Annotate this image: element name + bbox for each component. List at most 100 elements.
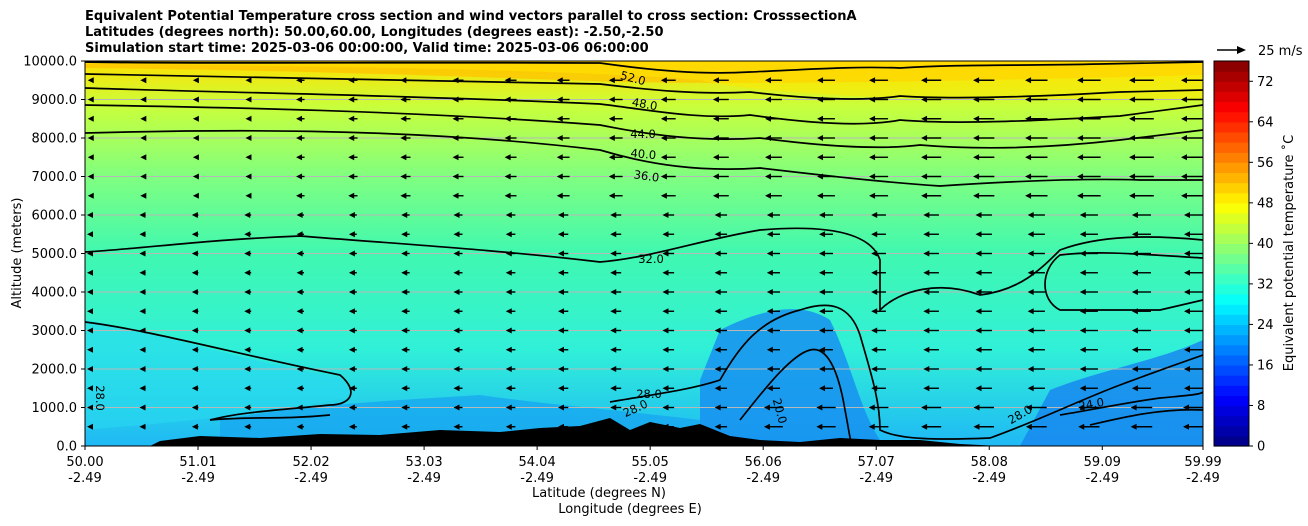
wind-arrow <box>505 346 516 353</box>
wind-arrow <box>556 77 570 84</box>
wind-arrow <box>87 173 94 180</box>
x-tick-label-lat: 59.99 <box>1184 455 1221 470</box>
plot-area <box>85 61 1203 446</box>
wind-arrow <box>921 404 942 411</box>
wind-arrow <box>556 192 570 199</box>
wind-arrow <box>662 231 675 238</box>
wind-arrow <box>714 212 728 218</box>
wind-arrow <box>610 385 622 392</box>
wind-arrow <box>975 250 992 257</box>
wind-arrow <box>608 154 623 161</box>
wind-arrow <box>869 154 889 161</box>
wind-arrow <box>245 77 252 84</box>
colorbar-tick-label: 8 <box>1257 399 1265 414</box>
colorbar-segment <box>1214 192 1249 204</box>
wind-arrow <box>869 192 889 199</box>
wind-arrow <box>1129 154 1154 161</box>
wind-arrow <box>1079 231 1098 238</box>
wind-arrow <box>764 154 782 161</box>
wind-arrow <box>558 404 569 411</box>
x-tick-label-lon: -2.49 <box>859 471 893 486</box>
terrain <box>150 418 1000 446</box>
contour-44 <box>85 87 1203 125</box>
wind-arrow <box>139 385 146 392</box>
wind-arrow <box>296 423 304 430</box>
wind-arrow <box>662 327 675 334</box>
wind-arrow <box>608 173 623 180</box>
wind-arrow <box>1184 385 1203 392</box>
wind-arrow <box>87 404 93 411</box>
wind-arrow <box>87 289 93 295</box>
chart-title-line1: Equivalent Potential Temperature cross s… <box>85 9 857 24</box>
wind-arrow <box>973 154 995 161</box>
wind-arrow <box>505 366 516 372</box>
wind-arrow <box>923 346 939 353</box>
colorbar-segment <box>1214 354 1249 366</box>
wind-arrow <box>1181 173 1203 180</box>
wind-arrow <box>1077 154 1101 161</box>
wind-arrow <box>1184 366 1203 372</box>
wind-arrow <box>296 327 304 334</box>
wind-arrow <box>244 289 252 295</box>
colorbar-segment <box>1214 243 1249 255</box>
colorbar-segment <box>1214 435 1249 447</box>
wind-arrow <box>921 115 942 122</box>
wind-arrow <box>244 404 252 411</box>
wind-arrow <box>662 346 675 353</box>
x-tick-label-lat: 53.03 <box>405 455 442 470</box>
contour-label: 36.0 <box>633 167 660 184</box>
colorbar-segment <box>1214 294 1249 305</box>
wind-arrow <box>505 423 516 430</box>
x-tick-label-lat: 55.05 <box>632 455 669 470</box>
wind-arrow <box>140 115 147 122</box>
wind-arrow <box>401 404 410 411</box>
wind-arrow <box>558 289 569 295</box>
wind-arrow <box>766 327 781 334</box>
colorbar-segment <box>1214 364 1249 376</box>
wind-arrow <box>1079 366 1098 372</box>
wind-arrow <box>452 173 464 180</box>
contour-label: 44.0 <box>630 127 656 141</box>
wind-arrow <box>87 366 93 372</box>
contour-28-west <box>85 321 352 421</box>
y-tick-label: 8000.0 <box>32 132 78 147</box>
wind-arrow <box>1131 269 1151 276</box>
wind-arrow <box>401 423 410 430</box>
wind-arrow <box>191 231 199 238</box>
wind-arrow <box>766 289 781 295</box>
wind-arrow <box>1131 346 1151 353</box>
wind-arrow <box>453 327 463 334</box>
wind-arrow <box>923 212 939 218</box>
wind-arrow <box>556 173 570 180</box>
wind-arrow <box>660 173 676 180</box>
wind-arrow <box>871 212 886 218</box>
wind-arrow <box>1131 327 1151 334</box>
wind-arrow <box>1184 346 1203 353</box>
wind-arrow <box>610 250 622 257</box>
wind-arrow <box>608 135 623 141</box>
colorbar-tick-label: 16 <box>1257 358 1274 373</box>
wind-arrow <box>140 135 147 141</box>
wind-arrow <box>819 269 833 276</box>
colorbar-segment <box>1214 233 1249 244</box>
contour-label: 28.0 <box>93 385 107 411</box>
wind-arrow <box>662 366 675 372</box>
wind-arrow <box>139 346 146 353</box>
wind-arrow <box>766 231 781 238</box>
wind-arrow <box>662 212 675 218</box>
wind-arrow <box>608 77 623 84</box>
wind-arrow <box>817 115 835 122</box>
wind-arrow <box>712 96 729 103</box>
y-tick-label: 3000.0 <box>32 324 78 339</box>
wind-arrow <box>871 366 886 372</box>
wind-arrow <box>817 192 835 199</box>
wind-arrow <box>401 308 410 315</box>
y-tick-label: 7000.0 <box>32 170 78 185</box>
wind-arrow <box>975 385 992 392</box>
wind-arrow <box>139 212 146 218</box>
wind-arrow <box>87 154 94 161</box>
wind-arrow <box>558 231 569 238</box>
wind-arrow <box>87 346 93 353</box>
contour-40 <box>85 104 1203 149</box>
